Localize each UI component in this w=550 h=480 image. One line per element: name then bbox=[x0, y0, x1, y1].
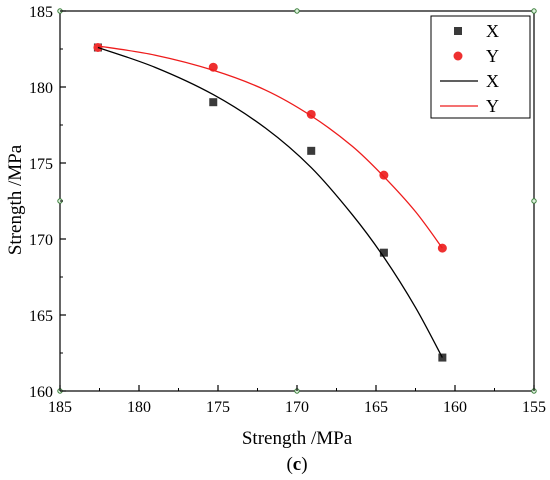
y-tick-label: 170 bbox=[29, 232, 53, 249]
y-tick-label: 160 bbox=[29, 384, 53, 401]
legend-label: Y bbox=[486, 96, 499, 116]
data-point-square bbox=[307, 146, 316, 155]
y-axis-title: Strength /MPa bbox=[5, 144, 26, 255]
y-tick-label: 165 bbox=[29, 308, 53, 325]
legend-marker-square bbox=[454, 27, 462, 35]
series-x-line bbox=[97, 46, 443, 358]
axis-ticks: 185 180 175 170 165 160 155 160 165 170 175 180 185 bbox=[29, 4, 546, 416]
x-tick-label: 165 bbox=[364, 399, 388, 416]
x-tick-label: 170 bbox=[285, 399, 309, 416]
y-tick-label: 185 bbox=[29, 4, 53, 21]
legend-label: Y bbox=[486, 46, 499, 66]
legend-label: X bbox=[486, 21, 499, 41]
x-tick-label: 160 bbox=[443, 399, 467, 416]
x-tick-label: 175 bbox=[206, 399, 230, 416]
series-x-fit-line bbox=[97, 46, 443, 358]
frame-handle bbox=[531, 8, 537, 14]
series-x-points bbox=[93, 43, 447, 362]
y-tick-label: 175 bbox=[29, 156, 53, 173]
legend-marker-circle bbox=[453, 51, 463, 61]
legend-box bbox=[430, 15, 531, 119]
series-y-points bbox=[93, 42, 447, 253]
frame-handle bbox=[531, 198, 537, 204]
x-tick-label: 185 bbox=[48, 399, 72, 416]
series-y-line bbox=[97, 45, 443, 249]
legend-label: X bbox=[486, 71, 499, 91]
data-point-square bbox=[379, 248, 388, 257]
x-axis-title: Strength /MPa bbox=[242, 428, 353, 449]
data-series bbox=[93, 42, 447, 362]
frame-handle bbox=[294, 8, 300, 14]
y-tick-label: 180 bbox=[29, 80, 53, 97]
figure-caption: (c) bbox=[286, 454, 307, 475]
x-tick-label: 155 bbox=[522, 399, 546, 416]
data-point-square bbox=[209, 98, 218, 107]
x-tick-label: 180 bbox=[127, 399, 151, 416]
series-y-fit-line bbox=[97, 45, 443, 249]
data-point-circle bbox=[379, 170, 389, 180]
